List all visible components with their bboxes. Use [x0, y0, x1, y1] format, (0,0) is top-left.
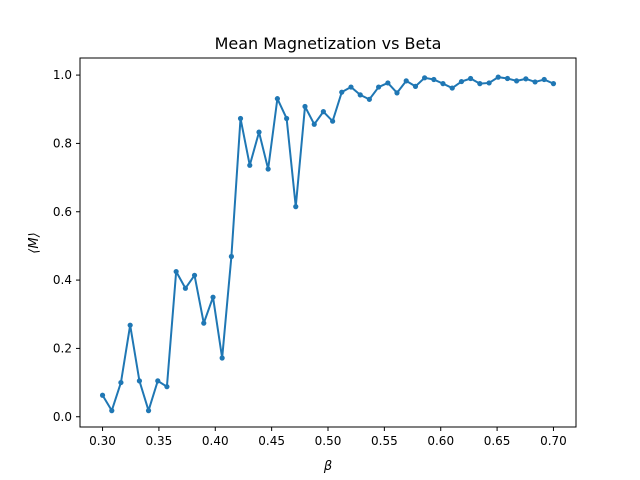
data-point [247, 162, 253, 168]
data-point [468, 75, 474, 82]
data-point [210, 294, 216, 300]
x-tick-label: 0.30 [89, 434, 116, 448]
data-point [440, 81, 446, 87]
data-point [274, 96, 280, 102]
x-axis: 0.30 0.35 0.40 0.45 0.50 0.55 0.60 0.65 0.70 [89, 427, 567, 448]
x-tick-label: 0.60 [427, 434, 454, 448]
data-point [293, 204, 299, 210]
axes-frame [79, 57, 577, 428]
data-point [284, 115, 290, 122]
data-point [136, 378, 143, 384]
data-point [320, 109, 326, 115]
data-point [155, 378, 161, 384]
plot-area [99, 74, 557, 414]
x-tick-label: 0.40 [202, 434, 229, 448]
data-point [532, 79, 538, 85]
data-point [376, 84, 382, 90]
x-tick-label: 0.50 [315, 434, 342, 448]
data-point [201, 320, 207, 326]
data-point [164, 384, 170, 390]
data-point [339, 89, 345, 95]
data-point [357, 92, 363, 98]
x-tick-label: 0.35 [146, 434, 173, 448]
data-point [422, 75, 428, 81]
data-point [182, 285, 188, 291]
data-point [449, 85, 455, 91]
data-point [99, 392, 106, 398]
data-point [412, 83, 419, 89]
data-point [504, 75, 511, 82]
data-point [302, 103, 308, 110]
data-point [431, 76, 437, 83]
data-point [311, 121, 317, 127]
data-point [173, 268, 179, 275]
y-tick-label: 0.6 [53, 205, 72, 219]
data-point [330, 118, 336, 124]
y-tick-label: 0.8 [53, 136, 72, 150]
data-point [219, 355, 225, 361]
data-point [228, 253, 234, 260]
data-point [541, 76, 547, 83]
data-point [366, 96, 372, 102]
data-point [256, 129, 262, 135]
data-point [550, 81, 557, 87]
data-point [145, 408, 152, 414]
x-tick-label: 0.45 [258, 434, 285, 448]
y-axis: 0.0 0.2 0.4 0.6 0.8 1.0 [53, 68, 80, 424]
data-point [513, 78, 520, 84]
x-tick-label: 0.55 [371, 434, 398, 448]
data-point [394, 90, 400, 96]
y-tick-label: 1.0 [53, 68, 72, 82]
data-point [486, 80, 492, 86]
x-tick-label: 0.65 [484, 434, 511, 448]
data-point [385, 80, 391, 86]
chart-title: Mean Magnetization vs Beta [215, 34, 442, 53]
data-point [495, 74, 501, 80]
data-point [118, 379, 124, 386]
data-point [109, 408, 115, 414]
data-point [477, 81, 483, 87]
x-axis-label: β [323, 459, 332, 474]
data-point [127, 322, 133, 328]
x-tick-label: 0.70 [540, 434, 567, 448]
data-point [348, 84, 354, 90]
y-tick-label: 0.2 [53, 341, 72, 355]
data-point [403, 78, 409, 84]
data-point [523, 76, 529, 82]
y-tick-label: 0.0 [53, 410, 72, 424]
data-point [191, 272, 198, 278]
data-point [458, 78, 465, 85]
data-point [237, 115, 244, 122]
y-axis-label: ⟨M⟩ [27, 232, 42, 253]
data-point [265, 166, 271, 172]
y-tick-label: 0.4 [53, 273, 72, 287]
